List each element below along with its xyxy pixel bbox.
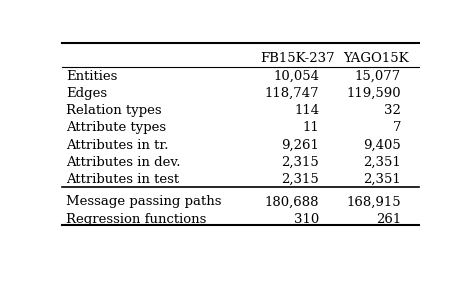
Text: 118,747: 118,747: [265, 87, 319, 100]
Text: 2,315: 2,315: [282, 173, 319, 186]
Text: 168,915: 168,915: [346, 195, 401, 208]
Text: Attributes in tr.: Attributes in tr.: [66, 139, 169, 152]
Text: 119,590: 119,590: [346, 87, 401, 100]
Text: 32: 32: [384, 104, 401, 117]
Text: Relation types: Relation types: [66, 104, 162, 117]
Text: 114: 114: [294, 104, 319, 117]
Text: YAGO15K: YAGO15K: [343, 52, 408, 65]
Text: Edges: Edges: [66, 87, 107, 100]
Text: 9,405: 9,405: [363, 139, 401, 152]
Text: FB15K-237: FB15K-237: [260, 52, 335, 65]
Text: 180,688: 180,688: [265, 195, 319, 208]
Text: 2,351: 2,351: [363, 173, 401, 186]
Text: 2,351: 2,351: [363, 156, 401, 169]
Text: Attributes in dev.: Attributes in dev.: [66, 156, 180, 169]
Text: 261: 261: [376, 213, 401, 225]
Text: 310: 310: [294, 213, 319, 225]
Text: 2,315: 2,315: [282, 156, 319, 169]
Text: Attributes in test: Attributes in test: [66, 173, 179, 186]
Text: 10,054: 10,054: [273, 70, 319, 83]
Text: Regression functions: Regression functions: [66, 213, 206, 225]
Text: Message passing paths: Message passing paths: [66, 195, 221, 208]
Text: 15,077: 15,077: [355, 70, 401, 83]
Text: Attribute types: Attribute types: [66, 121, 166, 134]
Text: 9,261: 9,261: [282, 139, 319, 152]
Text: 7: 7: [392, 121, 401, 134]
Text: Entities: Entities: [66, 70, 118, 83]
Text: 11: 11: [302, 121, 319, 134]
